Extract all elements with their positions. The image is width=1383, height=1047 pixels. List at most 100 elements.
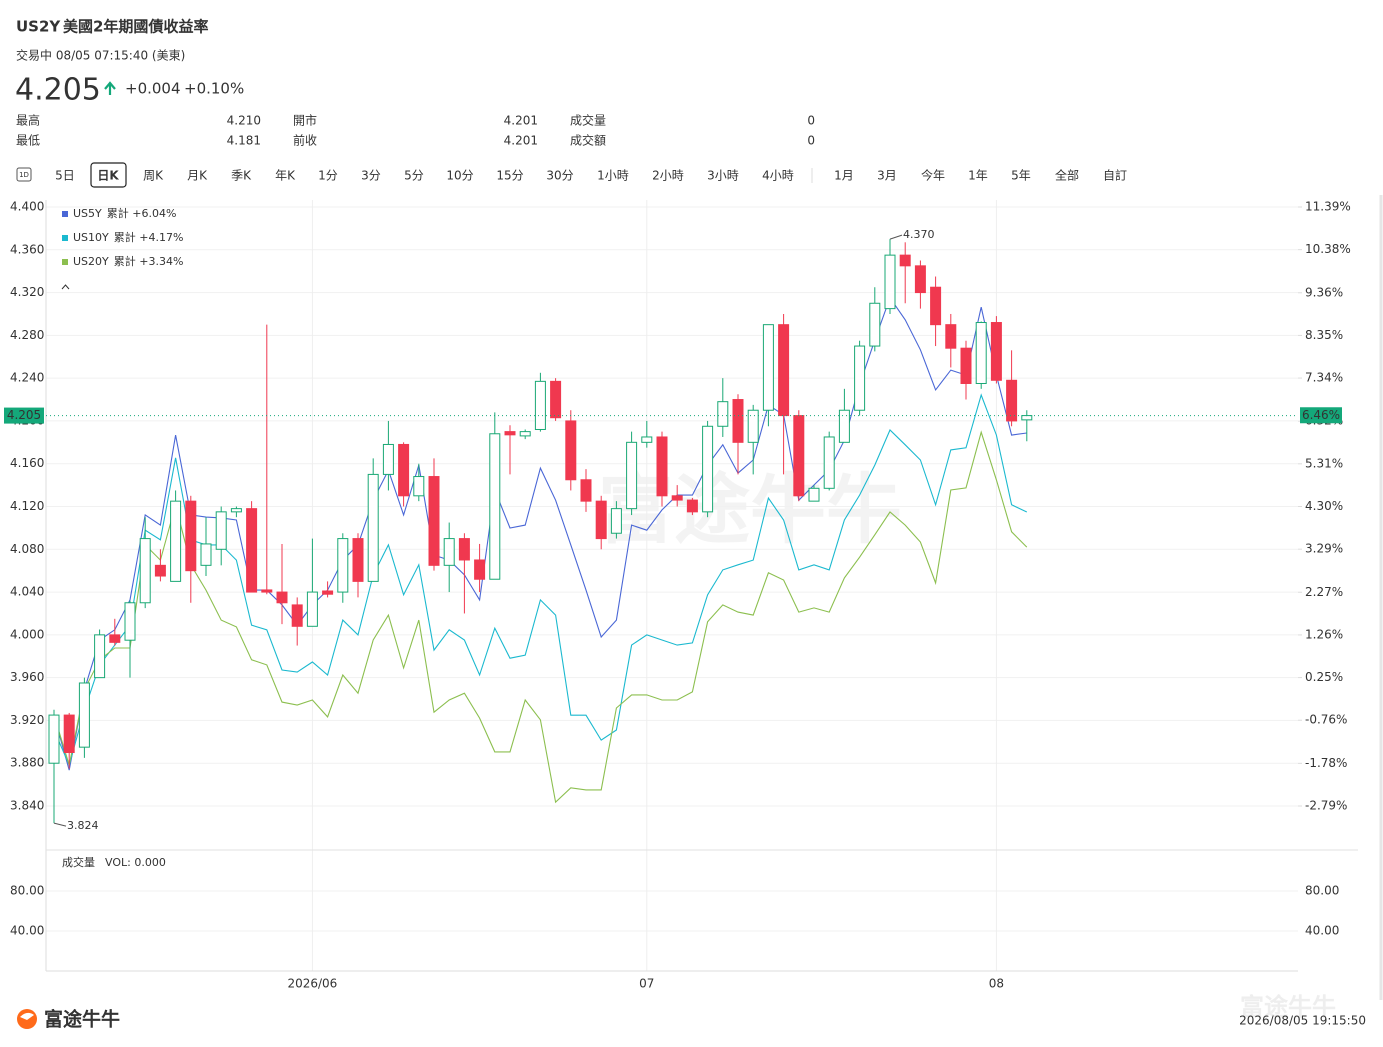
candle-body — [458, 538, 470, 561]
stat-value: 0 — [807, 134, 815, 148]
period-button[interactable]: 季K — [231, 169, 252, 183]
x-tick-label: 07 — [639, 977, 654, 991]
candle-body — [474, 559, 486, 580]
period-button[interactable]: 1月 — [834, 169, 854, 183]
candle-body — [109, 634, 121, 643]
period-button[interactable]: 3分 — [361, 169, 381, 183]
y2-tick-label: 11.39% — [1305, 200, 1351, 214]
candle-body — [808, 487, 820, 502]
period-button[interactable]: 今年 — [921, 168, 945, 183]
period-button[interactable]: 2小時 — [652, 169, 684, 183]
change: +0.004 — [125, 80, 181, 98]
candle-body — [428, 476, 440, 566]
period-button[interactable]: 1D — [19, 171, 29, 179]
candle-body — [154, 564, 166, 577]
period-button[interactable]: 5分 — [404, 169, 424, 183]
stat-value: 4.201 — [504, 114, 538, 128]
y2-tick-label: 5.31% — [1305, 456, 1343, 470]
candle-body — [352, 538, 364, 582]
price: 4.205 — [15, 73, 101, 108]
legend-name: US10Y — [73, 231, 109, 244]
candle-body — [382, 443, 394, 475]
candle-body — [78, 682, 90, 748]
volume-title: 成交量 — [62, 855, 95, 869]
period-icon[interactable] — [16, 167, 32, 182]
candle-body — [793, 415, 805, 497]
period-button[interactable]: 1分 — [318, 169, 338, 183]
y-tick-label: 3.960 — [10, 670, 44, 684]
candle-body — [610, 508, 622, 534]
low-marker — [53, 822, 67, 827]
period-button[interactable]: 月K — [187, 169, 208, 183]
period-button[interactable]: 1年 — [968, 169, 988, 183]
instrument-name: 美國2年期國債收益率 — [63, 18, 208, 36]
y-tick-label: 4.280 — [10, 328, 44, 342]
candle-body — [656, 436, 668, 497]
y-tick-label: 4.040 — [10, 585, 44, 599]
candle-body — [595, 500, 607, 540]
candle-body — [276, 591, 288, 604]
candle-body — [960, 347, 972, 384]
stat-label: 成交量 — [570, 113, 606, 128]
period-button[interactable]: 3小時 — [707, 169, 739, 183]
legend-collapse[interactable] — [61, 284, 70, 290]
period-button[interactable]: 30分 — [546, 169, 573, 183]
period-button[interactable]: 1小時 — [597, 169, 629, 183]
y-tick-label: 4.000 — [10, 627, 44, 641]
y2-tick-label: -0.76% — [1305, 713, 1347, 727]
candle-body — [990, 322, 1002, 381]
y2-tick-label: 8.35% — [1305, 328, 1343, 342]
y-tick-label: 4.360 — [10, 242, 44, 256]
stat-label: 最高 — [16, 113, 40, 128]
legend-swatch — [62, 259, 68, 265]
candle-body — [443, 538, 455, 566]
y-tick-label: 4.320 — [10, 285, 44, 299]
legend-swatch — [62, 235, 68, 241]
candle-body — [823, 436, 835, 489]
volume-tick-label: 80.00 — [10, 884, 44, 898]
y2-tick-label: 2.27% — [1305, 585, 1343, 599]
candle-body — [945, 324, 957, 349]
candle-body — [48, 714, 60, 764]
period-button[interactable]: 自訂 — [1103, 168, 1127, 183]
candle-body — [686, 499, 698, 513]
stat-label: 開市 — [293, 113, 317, 128]
candle-body — [550, 380, 562, 419]
candle-body — [124, 602, 136, 641]
candle-body — [94, 634, 106, 679]
stat-value: 0 — [807, 114, 815, 128]
period-button[interactable]: 全部 — [1055, 168, 1079, 183]
period-button[interactable]: 日K — [97, 169, 119, 183]
period-button[interactable]: 年K — [275, 169, 296, 183]
low-label: 3.824 — [67, 819, 99, 832]
period-button[interactable]: 3月 — [877, 169, 897, 183]
y-tick-label: 3.880 — [10, 756, 44, 770]
candle-body — [215, 511, 227, 550]
period-button[interactable]: 10分 — [446, 169, 473, 183]
period-button[interactable]: 4小時 — [762, 169, 794, 183]
candle-body — [626, 441, 638, 510]
candle-body — [413, 476, 425, 497]
legend-cum: 累計 +4.17% — [114, 230, 184, 244]
candle-body — [717, 401, 729, 427]
candle-body — [565, 420, 577, 481]
brand-watermark: 富途牛牛 — [1240, 993, 1336, 1021]
trading-status: 交易中 08/05 07:15:40 (美東) — [16, 48, 185, 63]
candle-body — [534, 380, 546, 430]
y-tick-label: 4.080 — [10, 542, 44, 556]
period-button[interactable]: 5日 — [55, 169, 75, 183]
stat-value: 4.210 — [227, 114, 261, 128]
stat-label: 最低 — [16, 134, 40, 148]
period-button[interactable]: 周K — [143, 169, 164, 183]
candle-body — [869, 302, 881, 347]
brand-icon-mark — [20, 1012, 34, 1020]
period-button[interactable]: 5年 — [1011, 169, 1031, 183]
change-pct: +0.10% — [184, 80, 244, 98]
y2-tick-label: 3.29% — [1305, 542, 1343, 556]
candle-body — [747, 409, 759, 443]
candle-body — [230, 508, 242, 513]
y2-tick-label: -1.78% — [1305, 756, 1347, 770]
period-button[interactable]: 15分 — [496, 169, 523, 183]
